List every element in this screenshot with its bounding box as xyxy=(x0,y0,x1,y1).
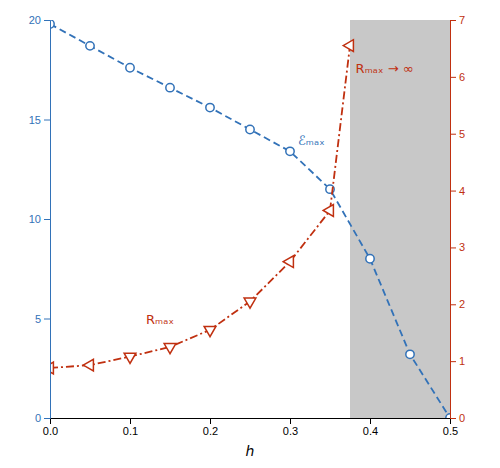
tick-label: 6 xyxy=(459,71,465,83)
marker xyxy=(126,64,134,72)
annotation: Rₘₐₓ → ∞ xyxy=(356,61,414,76)
chart: 0.00.10.20.30.40.50510152001234567hℰₘₐₓR… xyxy=(0,0,500,468)
tick-mark xyxy=(450,247,456,248)
xticks-axis: 0.0 0.1 0.2 0.3 0.4 0.5 xyxy=(43,418,458,437)
xticks-axis-line xyxy=(51,419,451,425)
tick: 0.2 xyxy=(203,418,218,437)
tick-mark xyxy=(450,191,456,192)
tick-label: 3 xyxy=(459,241,465,253)
marker xyxy=(166,83,174,91)
tick-label: 1 xyxy=(459,355,465,367)
tick-label: 5 xyxy=(35,313,41,325)
tick: 20 xyxy=(29,14,50,26)
marker xyxy=(204,326,216,336)
tick: 0.5 xyxy=(443,418,458,437)
y2ticks-axis: 0 1 2 3 4 5 6 7 xyxy=(450,14,465,424)
tick-label: 0.4 xyxy=(363,425,378,437)
tick-mark xyxy=(130,418,131,424)
tick-label: 7 xyxy=(459,14,465,26)
marker xyxy=(406,350,414,358)
line xyxy=(50,24,450,418)
tick: 5 xyxy=(450,128,465,140)
x-axis-title: h xyxy=(246,443,255,459)
tick-label: 4 xyxy=(459,185,465,197)
tick: 0.3 xyxy=(283,418,298,437)
tick-mark xyxy=(290,418,291,424)
marker xyxy=(366,255,374,263)
tick-label: 0 xyxy=(35,412,41,424)
tick-mark xyxy=(450,304,456,305)
tick-mark xyxy=(370,418,371,424)
marker xyxy=(286,147,294,155)
marker xyxy=(283,256,293,268)
tick-mark xyxy=(44,418,50,419)
tick-label: 0.1 xyxy=(123,425,138,437)
y2ticks-axis-line xyxy=(451,21,457,419)
tick-mark xyxy=(450,134,456,135)
line xyxy=(50,46,350,368)
tick-mark xyxy=(44,20,50,21)
tick-label: 0 xyxy=(459,412,465,424)
tick-mark xyxy=(450,361,456,362)
tick: 4 xyxy=(450,185,465,197)
shaded-region xyxy=(350,20,450,418)
tick: 3 xyxy=(450,241,465,253)
tick-label: 0.2 xyxy=(203,425,218,437)
tick: 2 xyxy=(450,298,465,310)
tick-mark xyxy=(44,319,50,320)
tick-mark xyxy=(44,120,50,121)
marker xyxy=(343,40,353,52)
tick: 7 xyxy=(450,14,465,26)
marker xyxy=(446,414,450,418)
tick-label: 0.5 xyxy=(443,425,458,437)
tick: 0 xyxy=(35,412,50,424)
tick-mark xyxy=(44,219,50,220)
annotation: ℰₘₐₓ xyxy=(298,133,325,148)
tick-label: 5 xyxy=(459,128,465,140)
tick: 0.4 xyxy=(363,418,378,437)
tick-mark xyxy=(450,77,456,78)
yticks-axis: 0 5 10 15 20 xyxy=(29,14,51,424)
tick-label: 0.0 xyxy=(43,425,58,437)
marks xyxy=(50,20,450,418)
marker xyxy=(164,344,176,354)
tick: 0.0 xyxy=(43,418,58,437)
tick-label: 15 xyxy=(29,114,41,126)
marker xyxy=(244,298,256,308)
marker xyxy=(83,359,93,371)
marker xyxy=(124,353,136,363)
tick: 15 xyxy=(29,114,50,126)
tick: 6 xyxy=(450,71,465,83)
tick-label: 2 xyxy=(459,298,465,310)
tick-mark xyxy=(210,418,211,424)
tick-label: 0.3 xyxy=(283,425,298,437)
yticks-axis-line xyxy=(44,21,51,419)
marker xyxy=(86,42,94,50)
tick: 0 xyxy=(450,412,465,424)
tick: 1 xyxy=(450,355,465,367)
marker xyxy=(323,205,333,217)
annotation: Rₘₐₓ xyxy=(146,312,174,327)
tick: 0.1 xyxy=(123,418,138,437)
plot: 0.00.10.20.30.40.50510152001234567hℰₘₐₓR… xyxy=(29,14,465,459)
tick-mark xyxy=(450,418,456,419)
tick: 5 xyxy=(35,313,50,325)
marker xyxy=(246,125,254,133)
tick-label: 20 xyxy=(29,14,41,26)
tick-mark xyxy=(450,20,456,21)
tick-label: 10 xyxy=(29,213,41,225)
tick: 10 xyxy=(29,213,50,225)
marker xyxy=(206,103,214,111)
